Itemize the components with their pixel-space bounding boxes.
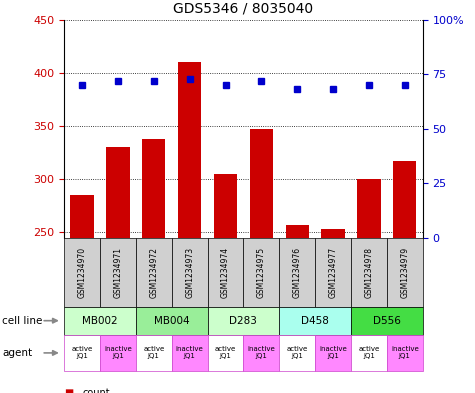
Text: MB002: MB002 [82, 316, 118, 326]
Text: inactive
JQ1: inactive JQ1 [247, 346, 275, 360]
Bar [357, 179, 380, 238]
Text: active
JQ1: active JQ1 [215, 346, 236, 360]
Text: GSM1234975: GSM1234975 [257, 246, 266, 298]
Text: D458: D458 [301, 316, 329, 326]
Text: D283: D283 [229, 316, 257, 326]
Bar [178, 62, 201, 238]
Text: MB004: MB004 [154, 316, 190, 326]
Title: GDS5346 / 8035040: GDS5346 / 8035040 [173, 2, 314, 16]
Text: ■: ■ [64, 387, 73, 393]
Bar [142, 139, 165, 238]
Bar [250, 129, 273, 238]
Text: GSM1234971: GSM1234971 [114, 247, 123, 298]
Bar [214, 174, 237, 238]
Text: inactive
JQ1: inactive JQ1 [319, 346, 347, 360]
Text: GSM1234976: GSM1234976 [293, 246, 302, 298]
Text: GSM1234973: GSM1234973 [185, 246, 194, 298]
Bar [106, 147, 130, 238]
Text: GSM1234974: GSM1234974 [221, 246, 230, 298]
Text: GSM1234972: GSM1234972 [149, 247, 158, 298]
Text: active
JQ1: active JQ1 [71, 346, 93, 360]
Bar [322, 229, 345, 238]
Text: active
JQ1: active JQ1 [358, 346, 380, 360]
Text: inactive
JQ1: inactive JQ1 [176, 346, 203, 360]
Text: GSM1234977: GSM1234977 [329, 246, 338, 298]
Bar [70, 195, 94, 238]
Text: GSM1234979: GSM1234979 [400, 246, 409, 298]
Text: agent: agent [2, 348, 32, 358]
Text: count: count [82, 387, 110, 393]
Text: inactive
JQ1: inactive JQ1 [391, 346, 418, 360]
Text: GSM1234970: GSM1234970 [77, 246, 86, 298]
Text: cell line: cell line [2, 316, 43, 326]
Text: active
JQ1: active JQ1 [286, 346, 308, 360]
Bar [285, 225, 309, 238]
Text: inactive
JQ1: inactive JQ1 [104, 346, 132, 360]
Text: GSM1234978: GSM1234978 [364, 247, 373, 298]
Text: D556: D556 [373, 316, 401, 326]
Bar [393, 161, 417, 238]
Text: active
JQ1: active JQ1 [143, 346, 164, 360]
